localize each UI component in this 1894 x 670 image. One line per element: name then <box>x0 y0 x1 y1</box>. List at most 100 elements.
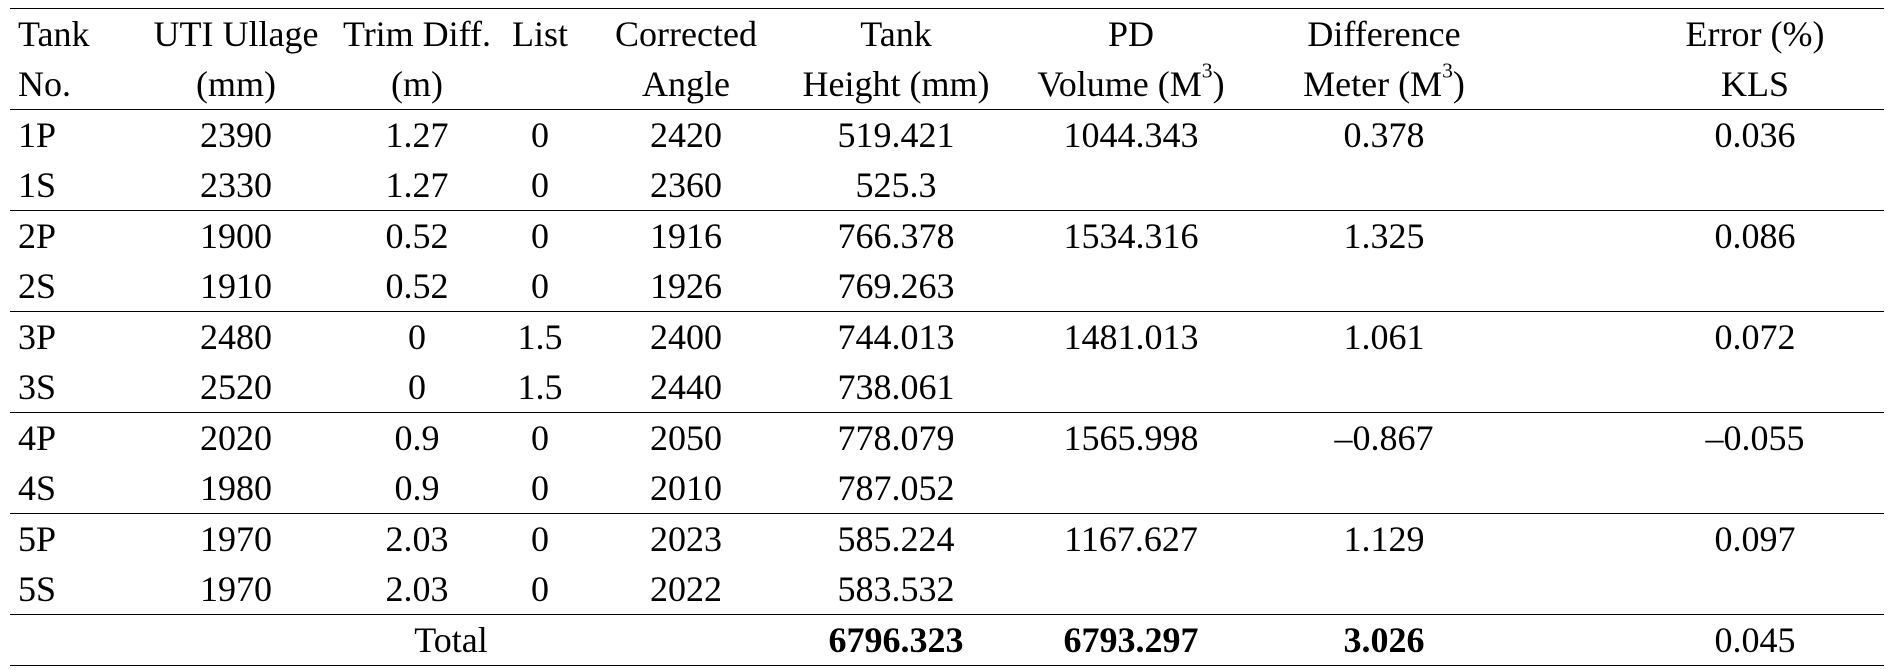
cell-uti-ullage: 1900 <box>138 210 334 261</box>
cell-difference <box>1262 362 1506 413</box>
cell-trim-diff: 0 <box>408 367 426 407</box>
cell-pd-volume <box>1000 463 1262 514</box>
cell-uti-ullage: 1970 <box>138 513 334 564</box>
cell-tank-height: 738.061 <box>837 367 955 407</box>
table-row: 5P 1970 2.03 0 2023 585.224 1167.627 1.129 0.097 <box>10 513 1884 564</box>
cell-tank-no: 2S <box>18 266 57 306</box>
cell-list: 1.5 <box>500 311 580 362</box>
header-pd: PD <box>1000 8 1262 59</box>
cell-corrected-angle: 2023 <box>580 513 792 564</box>
cell-trim-diff: 0.9 <box>394 468 440 508</box>
cell-uti-ullage: 1980 <box>200 468 272 508</box>
cell-pd-volume <box>1000 564 1262 615</box>
cell-tank-height: 583.532 <box>837 569 955 609</box>
header-m-unit: (m) <box>391 64 443 104</box>
header-meter-text: Meter (M <box>1303 64 1443 104</box>
header-no: No. <box>18 64 71 104</box>
header-angle: Angle <box>642 64 730 104</box>
cell-corrected-angle: 2420 <box>580 109 792 160</box>
cell-list: 0 <box>531 165 549 205</box>
cell-trim-diff: 2.03 <box>385 569 449 609</box>
tank-calibration-table: Tank UTI Ullage Trim Diff. List Correcte… <box>10 8 1884 666</box>
cell-uti-ullage: 2330 <box>200 165 272 205</box>
header-list: List <box>500 8 580 59</box>
cell-difference <box>1262 261 1506 312</box>
cell-pd-volume: 1044.343 <box>1000 109 1262 160</box>
cell-error: 0.086 <box>1506 210 1884 261</box>
cell-tank-height: 525.3 <box>855 165 937 205</box>
cell-list: 1.5 <box>517 367 563 407</box>
header-trim-diff: Trim Diff. <box>334 8 500 59</box>
cell-error <box>1506 463 1884 514</box>
cell-difference <box>1262 160 1506 211</box>
header-volume-m3: Volume (M3) <box>1000 59 1262 110</box>
cell-tank-no: 5S <box>18 569 57 609</box>
cell-corrected-angle: 2010 <box>650 468 722 508</box>
table-body: 1P 2390 1.27 0 2420 519.421 1044.343 0.378 0.036… <box>10 109 1884 615</box>
cell-error: 0.097 <box>1506 513 1884 564</box>
cell-list: 0 <box>531 468 549 508</box>
cell-list: 0 <box>531 569 549 609</box>
superscript-3: 3 <box>1201 58 1213 83</box>
cell-error <box>1506 564 1884 615</box>
cell-difference <box>1262 463 1506 514</box>
cell-difference: –0.867 <box>1262 412 1506 463</box>
header-error: Error (%) <box>1506 8 1884 59</box>
cell-tank-height: 585.224 <box>792 513 1000 564</box>
cell-list: 0 <box>500 210 580 261</box>
cell-corrected-angle: 2022 <box>650 569 722 609</box>
total-label: Total <box>10 614 792 666</box>
cell-pd-volume: 1481.013 <box>1000 311 1262 362</box>
cell-pd-volume: 1565.998 <box>1000 412 1262 463</box>
cell-trim-diff: 1.27 <box>334 109 500 160</box>
cell-difference: 1.129 <box>1262 513 1506 564</box>
cell-list: 0 <box>500 109 580 160</box>
cell-uti-ullage: 2020 <box>138 412 334 463</box>
cell-tank-height: 766.378 <box>792 210 1000 261</box>
cell-tank-height: 744.013 <box>792 311 1000 362</box>
cell-tank-no: 3S <box>18 367 57 407</box>
header-mm-unit: (mm) <box>196 64 276 104</box>
header-tank-height: Tank <box>792 8 1000 59</box>
cell-tank-no: 4S <box>18 468 57 508</box>
cell-difference: 1.325 <box>1262 210 1506 261</box>
total-tank-height: 6796.323 <box>792 614 1000 666</box>
table-row: 2P 1900 0.52 0 1916 766.378 1534.316 1.325 0.086 <box>10 210 1884 261</box>
cell-trim-diff: 1.27 <box>385 165 449 205</box>
superscript-3: 3 <box>1442 58 1453 83</box>
cell-pd-volume: 1534.316 <box>1000 210 1262 261</box>
cell-pd-volume: 1167.627 <box>1000 513 1262 564</box>
cell-corrected-angle: 2360 <box>650 165 722 205</box>
cell-error <box>1506 261 1884 312</box>
cell-uti-ullage: 2390 <box>138 109 334 160</box>
total-error: 0.045 <box>1506 614 1884 666</box>
cell-trim-diff: 0.9 <box>334 412 500 463</box>
cell-error: 0.036 <box>1506 109 1884 160</box>
header-error-text: Error (%) <box>1685 14 1825 54</box>
total-pd-volume: 6793.297 <box>1000 614 1262 666</box>
cell-uti-ullage: 2520 <box>200 367 272 407</box>
cell-error <box>1506 362 1884 413</box>
cell-uti-ullage: 1970 <box>200 569 272 609</box>
header-tank: Tank <box>10 8 138 59</box>
total-row: Total 6796.323 6793.297 3.026 0.045 <box>10 614 1884 666</box>
cell-tank-no: 3P <box>10 311 138 362</box>
table-row: 5S 1970 2.03 0 2022 583.532 <box>10 564 1884 615</box>
header-row-2: No. (mm) (m) Angle Height (mm) Volume (M… <box>10 59 1884 110</box>
cell-trim-diff: 0.52 <box>385 266 449 306</box>
close-paren: ) <box>1452 64 1465 104</box>
cell-tank-no: 1P <box>10 109 138 160</box>
cell-corrected-angle: 2050 <box>580 412 792 463</box>
cell-trim-diff: 2.03 <box>334 513 500 564</box>
table-row: 1P 2390 1.27 0 2420 519.421 1044.343 0.378 0.036 <box>10 109 1884 160</box>
table-row: 4S 1980 0.9 0 2010 787.052 <box>10 463 1884 514</box>
cell-corrected-angle: 2440 <box>650 367 722 407</box>
header-corrected: Corrected <box>580 8 792 59</box>
table-header: Tank UTI Ullage Trim Diff. List Correcte… <box>10 8 1884 110</box>
close-paren: ) <box>1212 64 1225 104</box>
table-row: 3P 2480 0 1.5 2400 744.013 1481.013 1.061 0.072 <box>10 311 1884 362</box>
header-kls: KLS <box>1506 59 1884 110</box>
cell-list: 0 <box>531 266 549 306</box>
cell-corrected-angle: 1916 <box>580 210 792 261</box>
table-row: 3S 2520 0 1.5 2440 738.061 <box>10 362 1884 413</box>
